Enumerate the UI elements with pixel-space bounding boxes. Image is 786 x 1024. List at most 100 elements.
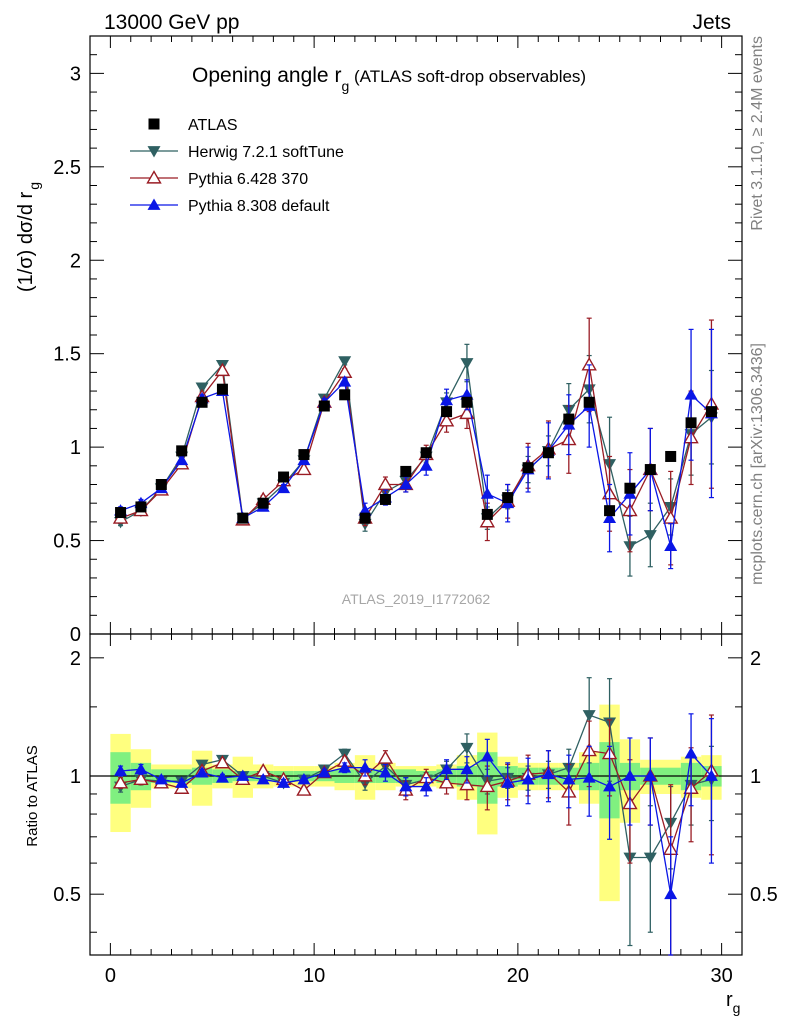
main-y-tick-label: 1.5: [53, 344, 81, 366]
main-data-point: [604, 505, 616, 517]
ratio-data-point: [399, 780, 413, 792]
ratio-data-point: [297, 772, 311, 785]
main-data-point: [318, 400, 330, 412]
x-axis-title: rg: [726, 989, 740, 1016]
main-data-point: [502, 492, 514, 504]
ratio-data-point: [214, 754, 231, 769]
ratio-data-point: [459, 776, 475, 791]
ratio-data-point: [419, 780, 433, 792]
ratio-data-point: [114, 764, 128, 776]
ratio-data-point: [195, 766, 209, 778]
main-data-point: [237, 512, 249, 524]
main-data-point: [441, 406, 453, 418]
ratio-data-point: [521, 772, 535, 785]
ratio-data-point: [704, 769, 718, 781]
ratio-data-point: [338, 761, 352, 773]
main-data-point: [339, 389, 351, 401]
ratio-panel-frame: [89, 633, 743, 956]
main-data-point: [705, 406, 717, 418]
main-data-point: [278, 471, 290, 483]
ratio-data-point: [684, 747, 698, 759]
main-data-point: [135, 501, 147, 513]
main-data-point: [563, 413, 575, 425]
main-data-point: [399, 478, 413, 490]
ratio-data-point: [440, 762, 454, 775]
legend-label: Pythia 8.308 default: [188, 198, 330, 215]
ratio-data-point: [582, 710, 596, 722]
main-data-point: [216, 383, 228, 395]
ratio-data-point: [358, 761, 372, 773]
x-tick-label: 20: [507, 965, 529, 987]
legend-item: Herwig 7.2.1 softTune: [130, 144, 344, 161]
main-y-axis-title-sub: g: [26, 182, 42, 190]
ratio-data-point: [296, 782, 312, 796]
main-y-tick-label-zero: 0: [70, 624, 81, 646]
main-series-pythia-6-428-370: [112, 317, 720, 566]
ratio-data-point: [378, 766, 392, 778]
main-data-point: [522, 462, 534, 474]
legend-item: Pythia 6.428 370: [130, 170, 308, 188]
ratio-y-tick-label-right: 2: [750, 648, 761, 670]
main-data-point: [643, 530, 657, 542]
ratio-data-point: [256, 772, 270, 785]
ratio-data-point: [215, 771, 229, 783]
ratio-series-line: [120, 714, 712, 859]
main-data-point: [461, 396, 473, 408]
main-data-point: [479, 513, 496, 528]
ratio-y-tick-label-left: 1: [70, 766, 81, 788]
main-y-tick-label: 2.5: [53, 157, 81, 179]
ratio-data-point: [562, 772, 576, 785]
main-data-point: [685, 417, 697, 429]
main-data-point: [481, 508, 493, 520]
ratio-data-point: [112, 775, 129, 789]
ratio-data-point: [438, 775, 455, 789]
main-series-atlas: [115, 383, 717, 524]
legend-item: Pythia 8.308 default: [130, 198, 330, 215]
main-data-point: [155, 479, 167, 490]
ratio-series-line: [120, 752, 712, 895]
main-data-point: [359, 512, 371, 524]
ratio-data-point: [236, 769, 250, 781]
main-data-point: [175, 453, 189, 466]
main-data-point: [684, 388, 698, 400]
main-data-point: [624, 482, 636, 494]
ratio-y-axis-title: Ratio to ATLAS: [24, 745, 41, 846]
x-axis-title-sub: g: [733, 1000, 741, 1016]
main-data-point: [420, 447, 432, 459]
main-data-point: [480, 487, 494, 499]
ratio-data-point: [582, 771, 596, 783]
legend-item: ATLAS: [148, 117, 238, 134]
main-data-point: [115, 507, 127, 519]
legend: ATLAS Herwig 7.2.1 softTune Pythia 6.428 3…: [130, 117, 344, 215]
main-data-point: [664, 539, 678, 552]
main-y-tick-label: 2: [70, 250, 81, 272]
ratio-data-point: [603, 780, 617, 792]
main-y-axis-title-main: (1/σ) dσ/d r: [15, 191, 37, 292]
x-axis-title-main: r: [726, 989, 733, 1011]
main-data-point: [542, 447, 554, 459]
plot-title-rest: (ATLAS soft-drop observables): [349, 67, 586, 86]
main-y-tick-label: 3: [70, 63, 81, 85]
ratio-data-point: [277, 776, 291, 788]
legend-label: ATLAS: [188, 117, 238, 134]
ratio-data-point: [501, 776, 515, 788]
x-tick-label: 0: [105, 965, 116, 987]
main-data-point: [196, 396, 208, 408]
main-data-point: [665, 450, 677, 462]
main-y-tick-label: 1: [70, 437, 81, 459]
main-data-point: [438, 413, 455, 427]
ratio-data-point: [460, 742, 474, 755]
header-jets-label: Jets: [692, 11, 731, 34]
main-data-point: [379, 493, 391, 505]
main-data-point: [277, 481, 291, 494]
main-y-axis-title: (1/σ) dσ/d rg: [15, 182, 42, 292]
main-data-point: [257, 497, 269, 509]
ratio-data-point: [664, 887, 678, 900]
plot-title-main: Opening angle r: [192, 64, 341, 87]
legend-marker: [146, 170, 162, 184]
main-data-point: [176, 445, 188, 457]
x-tick-label: 30: [711, 965, 733, 987]
main-data-point: [400, 465, 412, 477]
